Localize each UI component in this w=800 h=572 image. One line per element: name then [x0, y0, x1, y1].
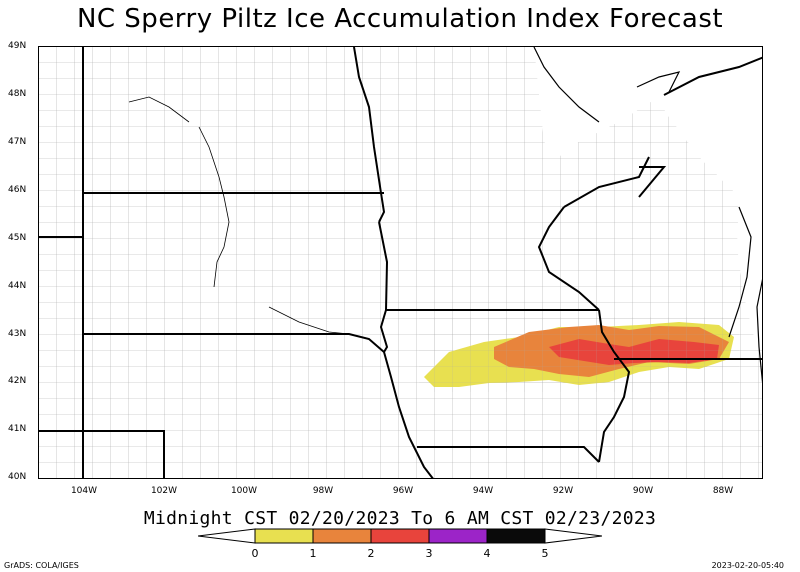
valid-period: Midnight CST 02/20/2023 To 6 AM CST 02/2… [143, 508, 657, 529]
lake-superior-michigan-area [639, 47, 762, 216]
rivers [128, 96, 350, 335]
lat-label-44n: 44N [8, 281, 27, 291]
lat-label-40n: 40N [8, 472, 27, 482]
border-nd-mn [353, 47, 386, 223]
lat-label-48n: 48N [8, 89, 27, 99]
lake-superior [534, 47, 679, 157]
grads-credit: GrADS: COLA/IGES [4, 561, 79, 570]
legend-swatch-3 [428, 528, 488, 544]
border-mi-up-2 [638, 166, 667, 198]
border-mi-up-1 [663, 56, 762, 96]
map-frame [38, 46, 763, 479]
lat-label-43n: 43N [8, 329, 27, 339]
border-ne-co [39, 430, 165, 478]
legend-tick-2: 2 [367, 547, 375, 560]
border-ia-il [598, 309, 631, 463]
lon-label-90w: 90W [632, 486, 654, 496]
legend-swatch-2 [370, 528, 430, 544]
border-sd-ia [379, 309, 389, 353]
legend-tick-4: 4 [483, 547, 491, 560]
lat-label-49n: 49N [8, 41, 27, 51]
lake-michigan-shore [728, 206, 752, 338]
border-sd-mn [378, 221, 389, 311]
legend-tick-1: 1 [309, 547, 317, 560]
lake-superior-shore [533, 47, 600, 123]
lon-label-88w: 88W [712, 486, 734, 496]
legend-right-arrow [544, 528, 602, 544]
lon-label-100w: 100W [230, 486, 258, 496]
lon-label-96w: 96W [392, 486, 414, 496]
lake-michigan-east [756, 278, 762, 384]
lake-superior-shore-2 [636, 71, 681, 93]
lat-label-42n: 42N [8, 376, 27, 386]
county-grid-overlay [419, 317, 739, 392]
lon-label-104w: 104W [70, 486, 98, 496]
lon-label-98w: 98W [312, 486, 334, 496]
border-sd-ne [83, 333, 385, 353]
lat-label-45n: 45N [8, 233, 27, 243]
county-grid [39, 47, 762, 478]
lon-label-102w: 102W [150, 486, 178, 496]
lat-label-41n: 41N [8, 424, 27, 434]
missouri-river [198, 126, 230, 288]
lake-michigan-area [737, 187, 762, 345]
lat-label-47n: 47N [8, 137, 27, 147]
legend-swatch-4 [486, 528, 546, 544]
lon-label-92w: 92W [552, 486, 574, 496]
legend-swatch-1 [312, 528, 372, 544]
map-title: NC Sperry Piltz Ice Accumulation Index F… [76, 4, 724, 34]
lat-label-46n: 46N [8, 185, 27, 195]
border-mn-wi [537, 206, 600, 311]
border-ia-mo [417, 446, 600, 463]
lon-label-94w: 94W [472, 486, 494, 496]
legend-left-arrow [198, 528, 256, 544]
river-ne [268, 306, 350, 335]
lake-outlines [533, 47, 762, 384]
legend-colorbar [198, 528, 602, 544]
legend-tick-5: 5 [541, 547, 549, 560]
run-timestamp: 2023-02-20-05:40 [711, 561, 784, 570]
state-borders [39, 47, 762, 478]
legend-tick-3: 3 [425, 547, 433, 560]
legend-tick-0: 0 [251, 547, 259, 560]
map-canvas [39, 47, 762, 478]
legend-swatch-0 [254, 528, 314, 544]
border-ne-ia [383, 351, 434, 478]
river-nd [128, 96, 190, 123]
